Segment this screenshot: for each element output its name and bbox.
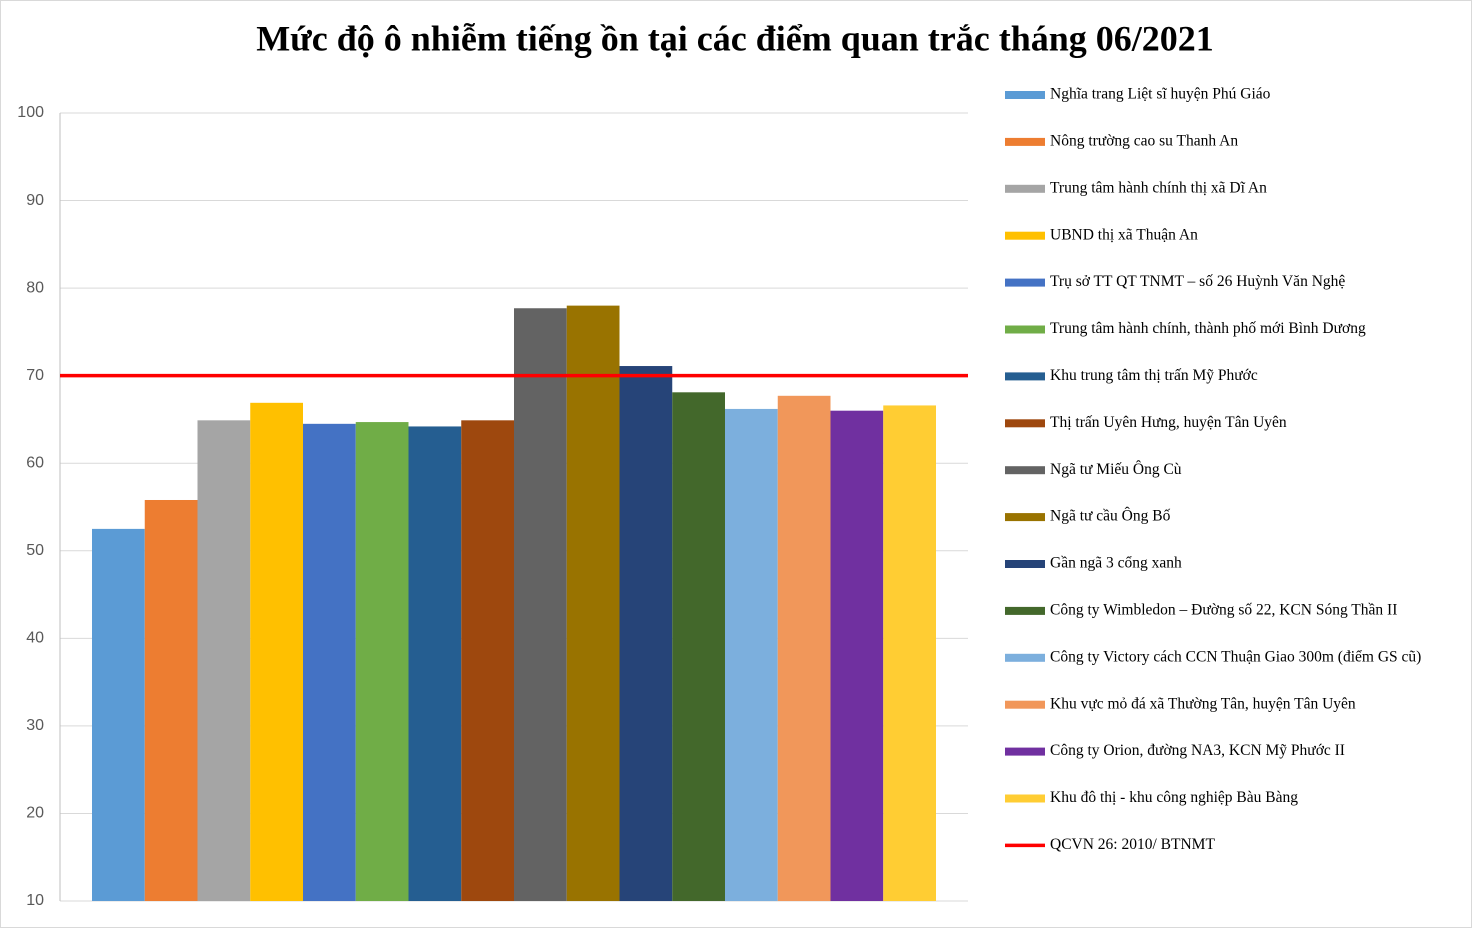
bar [408,426,462,901]
legend-label: Gần ngã 3 cổng xanh [1050,555,1182,572]
legend-label: Trụ sở TT QT TNMT – số 26 Huỳnh Văn Nghệ [1050,273,1345,290]
legend-swatch [1005,137,1045,146]
legend-label: Công ty Orion, đường NA3, KCN Mỹ Phước I… [1050,742,1345,759]
bar [461,420,514,901]
legend-swatch [1005,747,1045,756]
bar [725,408,778,901]
legend-label: Ngã tư cầu Ông Bố [1050,508,1171,525]
legend-label: Thị trấn Uyên Hưng, huyện Tân Uyên [1050,414,1287,431]
bar [883,405,936,901]
bar [830,410,884,901]
y-tick-label: 60 [26,454,44,471]
bar [144,499,198,901]
legend-label: Nghĩa trang Liệt sĩ huyện Phú Giáo [1050,86,1271,103]
legend-label: Khu vực mỏ đá xã Thường Tân, huyện Tân U… [1050,695,1356,712]
y-tick-label: 10 [26,892,44,909]
legend-swatch [1005,653,1045,662]
bar [355,422,409,901]
y-tick-label: 30 [26,717,44,734]
legend-swatch [1005,91,1045,99]
legend-label: Ngã tư Miếu Ông Cù [1050,461,1182,478]
bar [514,308,567,901]
legend-label: Khu đô thị - khu công nghiệp Bàu Bàng [1050,789,1298,806]
legend-label: Khu trung tâm thị trấn Mỹ Phước [1050,367,1258,384]
legend-label: UBND thị xã Thuận An [1050,226,1198,243]
y-tick-label: 70 [26,367,44,384]
bar [197,420,251,901]
legend-swatch [1005,560,1045,568]
bar [619,366,673,902]
legend-swatch [1005,700,1045,709]
y-tick-label: 80 [26,279,44,296]
y-tick-label: 90 [26,192,44,209]
y-tick-label: 20 [26,805,44,822]
bar [566,305,620,902]
y-tick-label: 40 [26,630,44,647]
legend-swatch [1005,325,1045,334]
bar [777,395,831,901]
legend-label: Trung tâm hành chính, thành phố mới Bình… [1050,320,1366,337]
legend-swatch [1005,466,1045,475]
bar [92,528,145,901]
legend-label: Trung tâm hành chính thị xã Dĩ An [1050,179,1267,196]
legend-label: QCVN 26: 2010/ BTNMT [1050,836,1215,853]
legend-swatch [1005,419,1045,428]
bar [672,392,725,901]
legend-swatch [1005,513,1045,522]
legend-swatch [1005,606,1045,615]
legend-swatch [1005,794,1045,803]
legend-swatch [1005,278,1045,287]
legend-swatch [1005,184,1045,193]
y-tick-label: 50 [26,542,44,559]
legend-label: Công ty Victory cách CCN Thuận Giao 300m… [1050,648,1421,665]
legend-swatch [1005,231,1045,240]
y-tick-label: 100 [17,104,44,121]
bar [303,423,356,901]
legend-label: Công ty Wimbledon – Đường số 22, KCN Són… [1050,601,1397,618]
legend-swatch [1005,372,1045,381]
chart-title: Mức độ ô nhiễm tiếng ồn tại các điểm qua… [256,18,1214,58]
legend-label: Nông trường cao su Thanh An [1050,132,1238,149]
bar [250,402,303,901]
